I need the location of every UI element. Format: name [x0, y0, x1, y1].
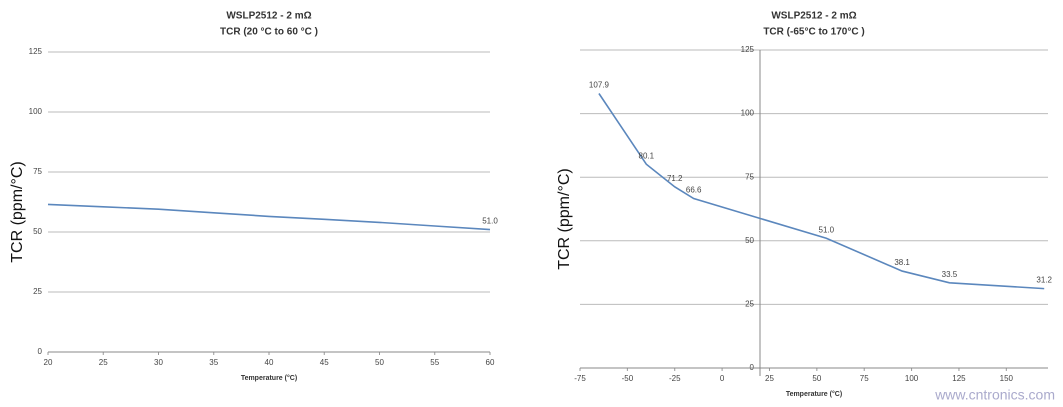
- y-tick-label: 0: [38, 347, 43, 356]
- data-label: 66.6: [686, 186, 702, 195]
- watermark: www.cntronics.com: [934, 387, 1055, 403]
- y-axis-label: TCR (ppm/°C): [556, 168, 573, 270]
- x-axis-label: Temperature (°C): [786, 390, 842, 398]
- x-tick-label: 25: [99, 358, 108, 367]
- y-axis-label: TCR (ppm/°C): [9, 161, 26, 263]
- data-label: 31.2: [1036, 276, 1052, 285]
- chart-title: WSLP2512 - 2 mΩ: [771, 11, 856, 22]
- x-tick-label: 125: [952, 374, 966, 383]
- x-tick-label: 75: [860, 374, 869, 383]
- x-tick-label: 100: [905, 374, 919, 383]
- x-tick-label: -75: [574, 374, 586, 383]
- y-tick-label: 100: [29, 107, 43, 116]
- chart-subtitle: TCR (-65°C to 170°C ): [763, 27, 864, 38]
- x-tick-label: -25: [669, 374, 681, 383]
- data-label: 71.2: [667, 174, 683, 183]
- y-tick-label: 75: [33, 167, 42, 176]
- x-tick-label: 20: [44, 358, 53, 367]
- y-tick-label: 100: [741, 109, 755, 118]
- y-tick-label: 25: [745, 300, 754, 309]
- x-tick-label: 0: [720, 374, 725, 383]
- x-tick-label: 150: [1000, 374, 1014, 383]
- x-tick-label: 30: [154, 358, 163, 367]
- chart-subtitle: TCR (20 °C to 60 °C ): [220, 27, 318, 38]
- x-tick-label: 35: [209, 358, 218, 367]
- x-tick-label: 25: [765, 374, 774, 383]
- y-tick-label: 50: [745, 236, 754, 245]
- data-label: 51.0: [482, 217, 498, 226]
- y-tick-label: 125: [29, 47, 43, 56]
- data-label: 33.5: [942, 270, 958, 279]
- chart-title: WSLP2512 - 2 mΩ: [226, 11, 311, 22]
- data-label: 38.1: [894, 258, 910, 267]
- data-label: 51.0: [819, 225, 835, 234]
- x-tick-label: 50: [375, 358, 384, 367]
- x-tick-label: -50: [622, 374, 634, 383]
- y-tick-label: 75: [745, 172, 754, 181]
- x-tick-label: 40: [265, 358, 274, 367]
- y-tick-label: 25: [33, 287, 42, 296]
- x-tick-label: 55: [430, 358, 439, 367]
- x-axis-label: Temperature (°C): [241, 374, 297, 382]
- x-tick-label: 60: [486, 358, 495, 367]
- line: [47, 203, 491, 231]
- y-tick-label: 125: [741, 45, 755, 54]
- y-tick-label: 50: [33, 227, 42, 236]
- line: [598, 93, 1045, 290]
- data-label: 80.1: [639, 151, 655, 160]
- x-tick-label: 50: [812, 374, 821, 383]
- data-label: 107.9: [589, 81, 610, 90]
- x-tick-label: 45: [320, 358, 329, 367]
